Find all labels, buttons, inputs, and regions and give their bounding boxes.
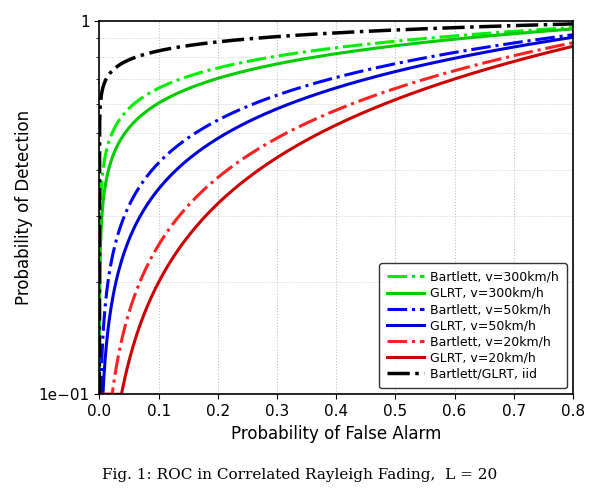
Line: Bartlett, v=20km/h: Bartlett, v=20km/h	[100, 43, 573, 394]
Bartlett/GLRT, iid	[120, 60, 127, 65]
GLRT, v=50km/h	[556, 36, 563, 42]
GLRT, v=300km/h	[556, 27, 563, 33]
Bartlett/GLRT, iid	[556, 21, 563, 27]
X-axis label: Probability of False Alarm: Probability of False Alarm	[231, 425, 442, 443]
GLRT, v=300km/h	[469, 34, 476, 40]
Bartlett/GLRT, iid	[556, 21, 563, 27]
Bartlett/GLRT, iid	[469, 24, 476, 30]
Bartlett, v=50km/h	[556, 33, 563, 39]
GLRT, v=50km/h	[569, 34, 577, 40]
Bartlett, v=20km/h	[556, 43, 563, 49]
GLRT, v=20km/h	[120, 381, 127, 387]
Line: GLRT, v=300km/h: GLRT, v=300km/h	[100, 29, 573, 394]
Bartlett, v=300km/h	[314, 47, 321, 53]
Y-axis label: Probability of Detection: Probability of Detection	[15, 110, 33, 305]
Bartlett/GLRT, iid	[96, 391, 103, 397]
GLRT, v=20km/h	[569, 43, 577, 49]
GLRT, v=20km/h	[556, 47, 563, 53]
GLRT, v=50km/h	[120, 251, 127, 257]
GLRT, v=50km/h	[469, 52, 476, 58]
GLRT, v=50km/h	[96, 391, 103, 397]
Bartlett, v=20km/h	[314, 115, 321, 121]
Bartlett, v=20km/h	[556, 43, 563, 49]
Line: GLRT, v=50km/h: GLRT, v=50km/h	[100, 37, 573, 394]
GLRT, v=300km/h	[120, 132, 127, 138]
Bartlett/GLRT, iid	[314, 31, 321, 37]
GLRT, v=20km/h	[469, 70, 476, 76]
GLRT, v=50km/h	[556, 36, 563, 42]
GLRT, v=50km/h	[314, 91, 321, 97]
Line: Bartlett, v=300km/h: Bartlett, v=300km/h	[100, 28, 573, 394]
Bartlett/GLRT, iid	[326, 31, 333, 36]
GLRT, v=20km/h	[326, 125, 333, 131]
Bartlett, v=50km/h	[120, 215, 127, 221]
Bartlett, v=20km/h	[569, 40, 577, 46]
Line: Bartlett/GLRT, iid: Bartlett/GLRT, iid	[100, 24, 573, 394]
Bartlett, v=300km/h	[120, 111, 127, 117]
Bartlett, v=300km/h	[469, 31, 476, 37]
GLRT, v=300km/h	[556, 27, 563, 33]
Bartlett, v=50km/h	[469, 47, 476, 53]
Bartlett, v=300km/h	[556, 26, 563, 31]
Bartlett, v=300km/h	[326, 46, 333, 52]
Bartlett, v=50km/h	[569, 32, 577, 38]
GLRT, v=20km/h	[556, 47, 563, 53]
Legend: Bartlett, v=300km/h, GLRT, v=300km/h, Bartlett, v=50km/h, GLRT, v=50km/h, Bartle: Bartlett, v=300km/h, GLRT, v=300km/h, Ba…	[379, 263, 566, 388]
Line: GLRT, v=20km/h: GLRT, v=20km/h	[100, 46, 573, 394]
GLRT, v=20km/h	[314, 131, 321, 137]
Bartlett, v=300km/h	[556, 26, 563, 31]
Bartlett, v=20km/h	[120, 329, 127, 335]
Bartlett, v=20km/h	[469, 63, 476, 69]
GLRT, v=20km/h	[96, 391, 103, 397]
GLRT, v=300km/h	[314, 54, 321, 60]
Text: Fig. 1: ROC in Correlated Rayleigh Fading,  L = 20: Fig. 1: ROC in Correlated Rayleigh Fadin…	[103, 468, 497, 482]
GLRT, v=300km/h	[96, 391, 103, 397]
GLRT, v=300km/h	[326, 52, 333, 58]
Bartlett/GLRT, iid	[569, 21, 577, 27]
Bartlett, v=50km/h	[314, 80, 321, 86]
Bartlett, v=300km/h	[569, 25, 577, 31]
Bartlett, v=50km/h	[556, 33, 563, 39]
Bartlett, v=50km/h	[96, 391, 103, 397]
Bartlett, v=20km/h	[326, 110, 333, 116]
GLRT, v=300km/h	[569, 26, 577, 32]
Bartlett, v=50km/h	[326, 76, 333, 82]
GLRT, v=50km/h	[326, 87, 333, 93]
Bartlett, v=300km/h	[96, 391, 103, 397]
Bartlett, v=20km/h	[96, 391, 103, 397]
Line: Bartlett, v=50km/h: Bartlett, v=50km/h	[100, 35, 573, 394]
